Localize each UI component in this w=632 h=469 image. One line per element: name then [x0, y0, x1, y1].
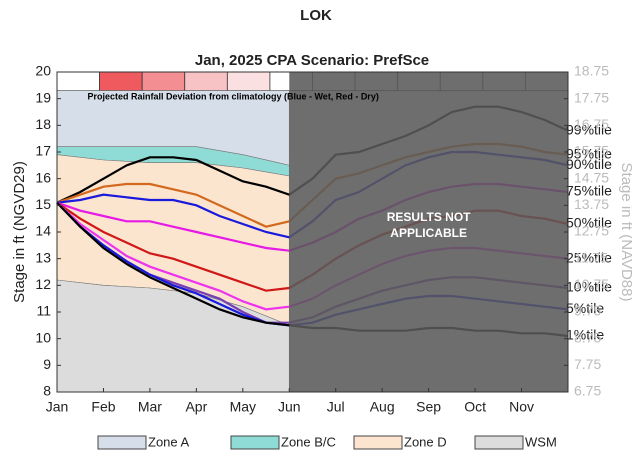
y-tick-label: 9 — [43, 356, 51, 372]
y-tick-label: 20 — [35, 63, 51, 79]
y2-tick-label: 9.75 — [574, 303, 601, 319]
y2-tick-label: 18.75 — [574, 63, 609, 79]
x-tick-label: Nov — [509, 399, 534, 415]
series-label: 50%tile — [566, 215, 612, 231]
rainfall-cell — [56, 71, 100, 92]
y-tick-label: 17 — [35, 143, 51, 159]
series-label: 90%tile — [566, 156, 612, 172]
rainfall-cell — [226, 71, 271, 92]
x-tick-label: Sep — [416, 399, 441, 415]
series-label: 1%tile — [566, 327, 604, 343]
x-tick-label: Apr — [185, 399, 207, 415]
x-tick-label: Jun — [278, 399, 301, 415]
na-overlay — [289, 72, 568, 392]
x-tick-label: Jul — [327, 399, 345, 415]
series-label: 25%tile — [566, 249, 612, 265]
y2-tick-label: 7.75 — [574, 356, 601, 372]
y-tick-label: 16 — [35, 169, 51, 185]
x-tick-label: Feb — [91, 399, 115, 415]
x-tick-label: Aug — [370, 399, 395, 415]
chart-title: LOK — [300, 7, 332, 24]
legend-swatch — [353, 435, 403, 450]
y2-tick-label: 11.75 — [574, 249, 608, 265]
legend-label: Zone D — [404, 434, 447, 449]
y2-tick-label: 15.75 — [574, 143, 609, 159]
y2-tick-label: 16.75 — [574, 116, 609, 132]
legend-label: Zone B/C — [281, 434, 336, 449]
x-tick-label: May — [230, 399, 256, 415]
rainfall-cell — [141, 71, 186, 92]
y2-tick-label: 14.75 — [574, 169, 609, 185]
rainfall-cell — [184, 71, 228, 92]
y-tick-label: 18 — [35, 116, 51, 132]
y-axis-label: Stage in ft (NGVD29) — [11, 161, 28, 303]
y-tick-label: 8 — [43, 383, 51, 399]
legend-swatch — [97, 435, 147, 450]
y-tick-label: 15 — [35, 196, 51, 212]
y-tick-label: 12 — [35, 276, 51, 292]
y-tick-label: 14 — [35, 223, 51, 239]
y2-tick-label: 13.75 — [574, 196, 609, 212]
rainfall-cell — [99, 71, 143, 92]
legend-swatch — [230, 435, 280, 450]
y-tick-label: 11 — [36, 303, 51, 319]
y2-tick-label: 12.75 — [574, 223, 609, 239]
y-tick-label: 13 — [35, 249, 51, 265]
y-tick-label: 10 — [35, 329, 51, 345]
series-label: 5%tile — [566, 300, 604, 316]
series-label: 99%tile — [566, 121, 612, 137]
series-label: 95%tile — [566, 145, 612, 161]
legend-label: WSM — [525, 434, 557, 449]
na-text: APPLICABLE — [390, 226, 467, 240]
rainfall-title: Projected Rainfall Deviation from climat… — [87, 91, 378, 101]
y2-tick-label: 6.75 — [574, 383, 601, 399]
y-tick-label: 19 — [35, 89, 51, 105]
y2-tick-label: 17.75 — [574, 89, 609, 105]
x-tick-label: Mar — [138, 399, 162, 415]
y2-axis-label: Stage in ft (NAVD88) — [618, 163, 632, 302]
chart-subtitle: Jan, 2025 CPA Scenario: PrefSce — [195, 52, 429, 69]
y2-tick-label: 8.75 — [574, 329, 601, 345]
na-text: RESULTS NOT — [387, 210, 471, 224]
series-label: 75%tile — [566, 183, 612, 199]
legend-label: Zone A — [148, 434, 190, 449]
x-tick-label: Jan — [46, 399, 69, 415]
x-tick-label: Oct — [464, 399, 486, 415]
legend-swatch — [474, 435, 524, 450]
series-label: 10%tile — [566, 279, 612, 295]
y2-tick-label: 10.75 — [574, 276, 609, 292]
